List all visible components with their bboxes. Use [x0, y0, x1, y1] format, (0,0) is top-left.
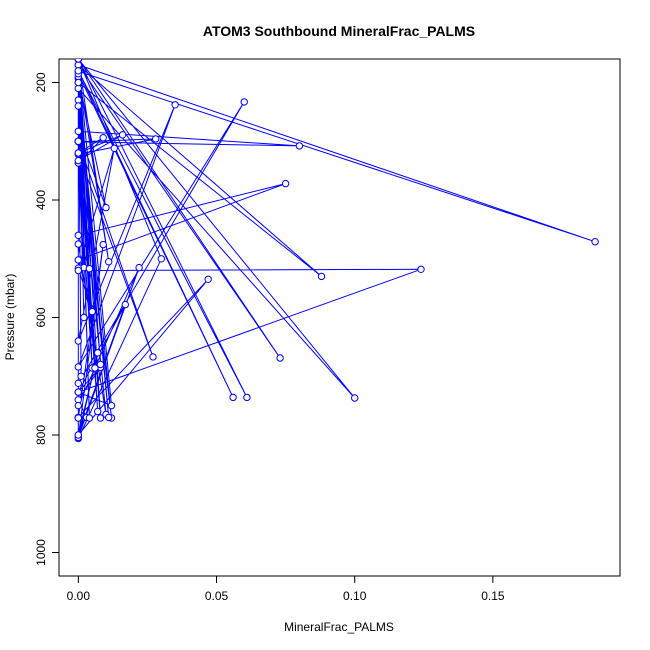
data-point: [74, 67, 83, 75]
data-point: [74, 240, 83, 248]
data-point: [74, 337, 83, 345]
data-point: [94, 349, 102, 357]
data-point: [204, 275, 212, 283]
data-point: [105, 413, 113, 422]
data-point: [94, 407, 102, 416]
x-axis: 0.00 0.05 0.10 0.15: [67, 575, 505, 603]
y-tick-label: 800: [34, 425, 48, 445]
x-tick-label: 0.00: [67, 589, 91, 603]
data-point: [74, 431, 83, 439]
data-point: [281, 179, 290, 188]
series-layer: [74, 59, 599, 443]
data-point: [99, 134, 107, 142]
data-point: [152, 135, 160, 143]
data-point: [74, 127, 83, 136]
y-axis-label: Pressure (mbar): [3, 274, 17, 361]
data-point: [74, 379, 83, 387]
data-point: [276, 354, 284, 362]
data-point: [110, 144, 119, 153]
y-tick-label: 600: [34, 307, 48, 327]
y-tick-label: 400: [34, 190, 48, 210]
data-point: [85, 414, 94, 422]
y-axis: 200 400 600 800 1000: [34, 72, 60, 566]
data-point: [74, 256, 83, 264]
data-point: [74, 137, 83, 146]
x-tick-label: 0.10: [343, 589, 367, 603]
data-point: [74, 149, 83, 157]
data-point: [99, 240, 107, 249]
data-point: [171, 101, 179, 109]
x-axis-label: MineralFrac_PALMS: [284, 620, 394, 634]
data-point: [229, 393, 237, 402]
data-point: [74, 231, 83, 240]
data-point: [417, 265, 425, 273]
data-point: [295, 142, 304, 150]
data-point: [135, 263, 143, 272]
y-tick-label: 200: [34, 72, 48, 92]
data-point: [591, 238, 599, 246]
data-point: [74, 78, 83, 87]
plot-frame: [58, 58, 621, 577]
x-tick-label: 0.15: [481, 589, 505, 603]
data-point: [74, 59, 82, 63]
data-point: [149, 353, 157, 361]
data-point: [107, 401, 116, 410]
series-line: [77, 59, 596, 439]
data-point: [88, 307, 96, 316]
y-tick-label: 1000: [34, 539, 48, 566]
data-point: [91, 364, 99, 372]
data-point: [105, 258, 113, 266]
data-point: [85, 265, 94, 273]
data-point: [351, 394, 359, 402]
data-point: [74, 414, 83, 422]
data-point: [317, 272, 326, 281]
data-point: [96, 414, 105, 422]
data-point: [157, 255, 166, 263]
data-point: [74, 156, 83, 165]
chart-title: ATOM3 Southbound MineralFrac_PALMS: [203, 23, 475, 39]
data-point: [243, 393, 251, 402]
data-point: [74, 388, 83, 396]
data-point: [118, 131, 127, 139]
data-point: [74, 266, 83, 275]
data-point: [121, 300, 130, 309]
data-point: [74, 363, 83, 371]
data-point: [240, 98, 248, 106]
x-tick-label: 0.05: [205, 589, 229, 603]
data-point: [74, 102, 83, 110]
data-point: [80, 313, 88, 322]
data-point: [96, 360, 105, 369]
data-point: [74, 401, 83, 410]
data-point: [102, 203, 110, 212]
data-point: [77, 372, 85, 380]
